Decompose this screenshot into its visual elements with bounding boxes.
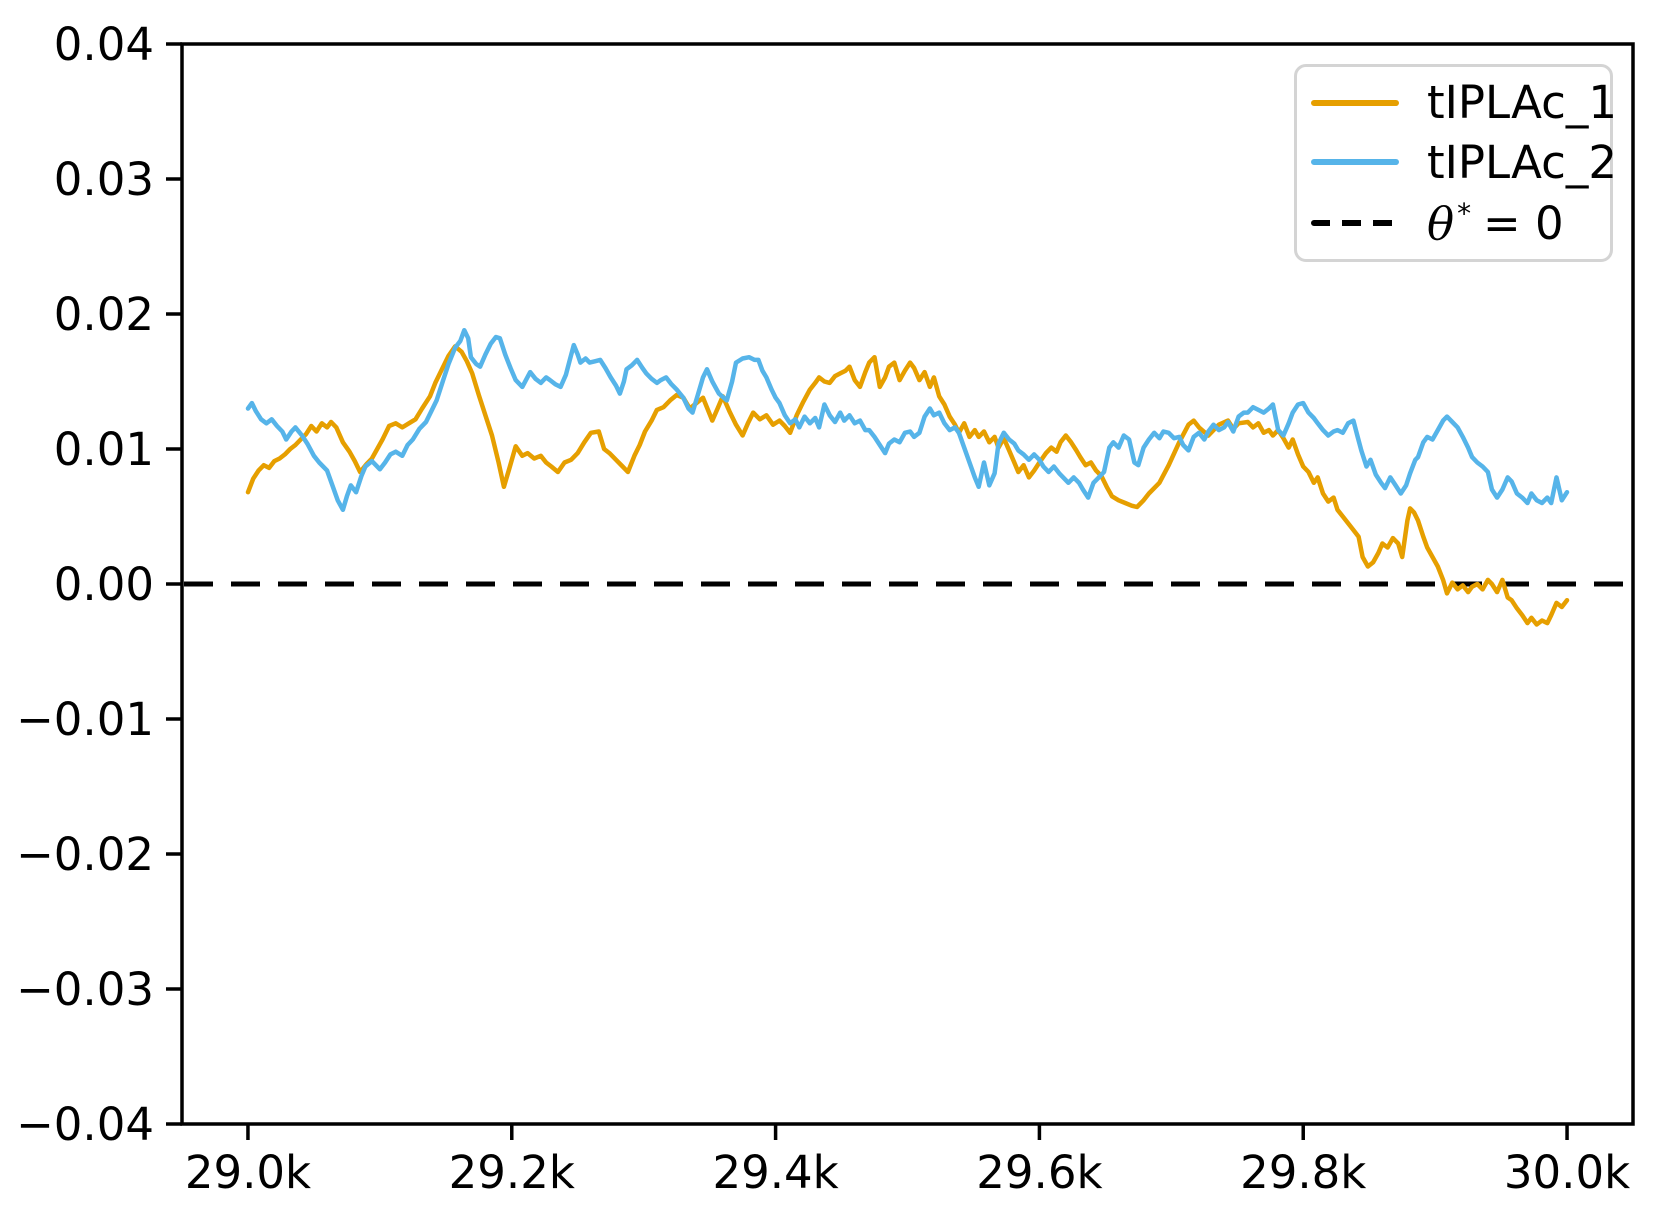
y-tick-label: 0.03 <box>54 153 154 206</box>
y-tick-label: −0.02 <box>16 828 154 881</box>
x-tick-label: 29.0k <box>185 1146 311 1199</box>
x-tick-label: 29.4k <box>712 1146 838 1199</box>
x-tick-label: 29.6k <box>976 1146 1102 1199</box>
theta-superscript-star: * <box>1457 196 1472 230</box>
legend-label-theta-zero: θ * = 0 <box>1427 196 1564 245</box>
legend-label-tiplac2: tIPLAc_2 <box>1427 135 1618 189</box>
x-tick-label: 29.2k <box>449 1146 575 1199</box>
x-tick-label: 30.0k <box>1504 1146 1630 1199</box>
y-tick-label: −0.01 <box>16 693 154 746</box>
y-tick-label: 0.02 <box>54 288 154 341</box>
y-tick-label: 0.01 <box>54 423 154 476</box>
y-tick-label: −0.03 <box>16 963 154 1016</box>
y-tick-label: −0.04 <box>16 1098 154 1151</box>
x-tick-label: 29.8k <box>1240 1146 1366 1199</box>
legend: tIPLAc_1 tIPLAc_2 θ * = 0 <box>1294 64 1617 262</box>
theta-equals-zero: = 0 <box>1483 196 1564 250</box>
series-line-tIPLAc_1 <box>245 344 1570 627</box>
legend-item-tiplac2: tIPLAc_2 <box>1311 140 1617 185</box>
y-tick-label: 0.04 <box>54 18 154 71</box>
legend-item-theta-zero: θ * = 0 <box>1311 196 1610 246</box>
legend-line-sample-tiplac1 <box>1311 99 1399 106</box>
theta-symbol: θ <box>1427 196 1455 250</box>
legend-label-tiplac1: tIPLAc_1 <box>1427 76 1618 130</box>
legend-line-sample-tiplac2 <box>1311 159 1399 166</box>
legend-dashed-line-sample <box>1311 219 1399 226</box>
series-line-tIPLAc_2 <box>245 327 1570 513</box>
y-tick-label: 0.00 <box>54 558 154 611</box>
legend-item-tiplac1: tIPLAc_1 <box>1311 80 1617 125</box>
